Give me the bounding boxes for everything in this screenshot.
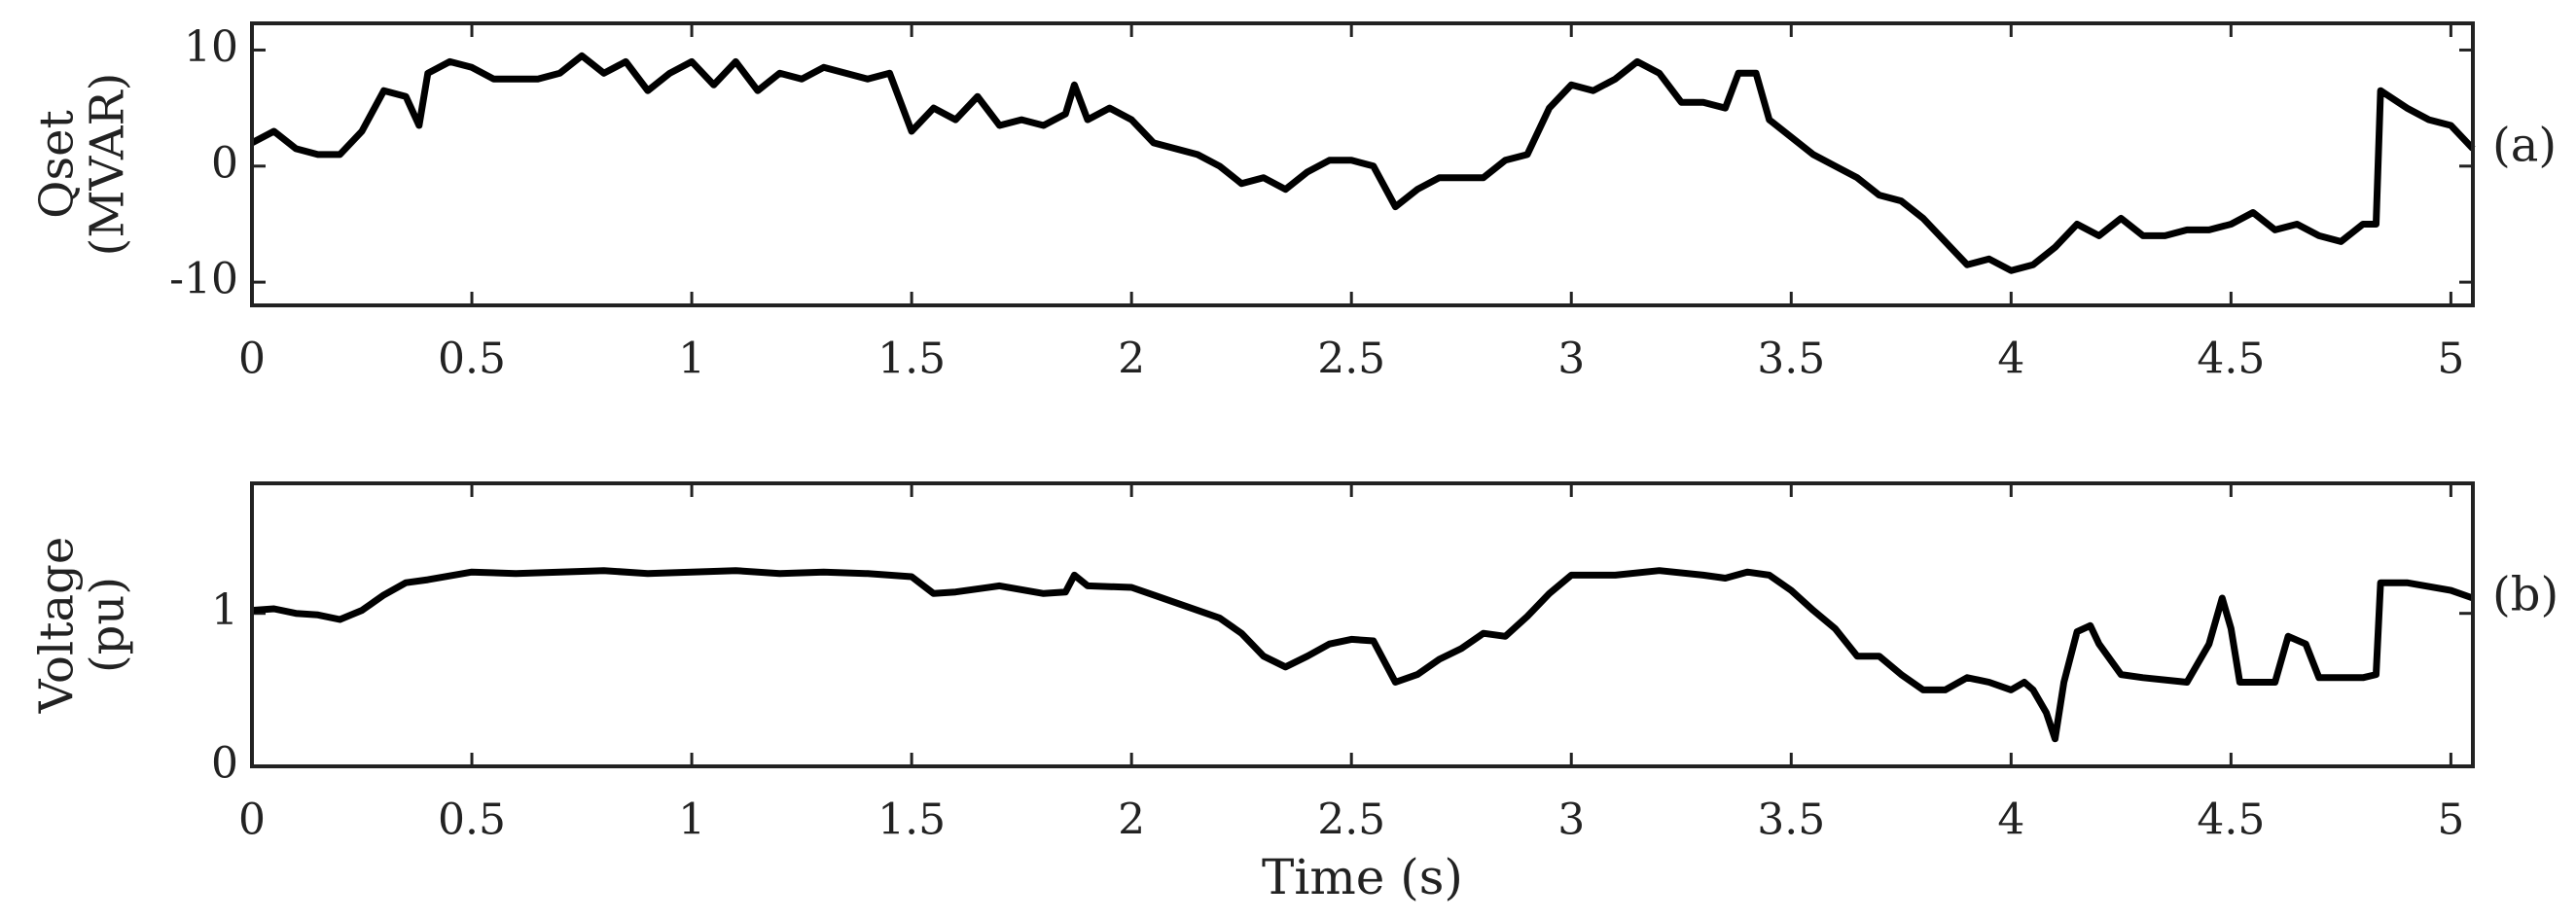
data-line (251, 567, 2475, 743)
x-tick-label: 4.5 (2197, 335, 2265, 384)
x-tick-label: 2 (1118, 796, 1145, 845)
y-tick-label: 1 (211, 585, 238, 635)
axes-frame (250, 481, 2475, 768)
x-tick-label: 0.5 (438, 335, 506, 384)
y-axis-label: (MVAR) (81, 73, 135, 257)
x-tick-label: 2.5 (1317, 796, 1385, 845)
x-tick-label: 3 (1557, 796, 1585, 845)
x-tick-label: 4 (1997, 335, 2024, 384)
data-line (250, 52, 2476, 274)
y-tick-label: 0 (211, 138, 238, 188)
x-tick-label: 1 (678, 796, 705, 845)
y-axis-label: Voltage (30, 537, 85, 715)
x-tick-label: 4 (1997, 796, 2024, 845)
x-tick-label: 1 (678, 335, 705, 384)
x-tick-label: 0.5 (438, 796, 506, 845)
x-tick-label: 3.5 (1757, 796, 1825, 845)
y-axis-label: Qset (30, 110, 85, 219)
x-tick-label: 1.5 (877, 796, 946, 845)
x-tick-label: 2.5 (1317, 335, 1385, 384)
x-tick-label: 0 (238, 796, 266, 845)
x-tick-label: 3 (1557, 335, 1585, 384)
x-tick-label: 0 (238, 335, 266, 384)
panel-label: (a) (2492, 118, 2557, 172)
x-tick-label: 1.5 (877, 335, 946, 384)
panel-label: (b) (2492, 567, 2558, 621)
y-axis-label: (pu) (81, 577, 135, 673)
y-tick-label: 10 (184, 22, 238, 72)
x-tick-label: 4.5 (2197, 796, 2265, 845)
y-tick-label: 0 (211, 739, 238, 789)
x-tick-label: 5 (2437, 796, 2464, 845)
axes-frame (250, 21, 2475, 307)
x-tick-label: 5 (2437, 335, 2464, 384)
x-tick-label: 2 (1118, 335, 1145, 384)
x-tick-label: 3.5 (1757, 335, 1825, 384)
x-axis-label: Time (s) (1262, 849, 1463, 905)
y-tick-label: -10 (169, 255, 238, 304)
